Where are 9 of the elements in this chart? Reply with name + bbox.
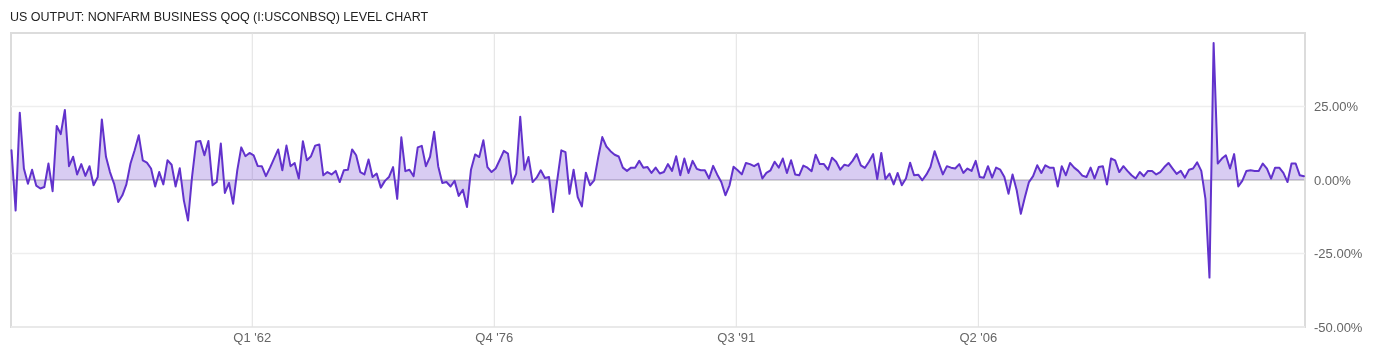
y-tick-label: -25.00% xyxy=(1314,246,1363,262)
y-tick-label: 0.00% xyxy=(1314,172,1352,188)
x-tick-label: Q4 '76 xyxy=(475,330,514,345)
x-tick-label: Q3 '91 xyxy=(717,330,756,345)
y-tick-label: -50.00% xyxy=(1314,319,1363,335)
x-tick-label: Q2 '06 xyxy=(959,330,998,345)
y-tick-label: 25.00% xyxy=(1314,99,1359,115)
chart-title: US OUTPUT: NONFARM BUSINESS QOQ (I:USCONBSQ) LEVEL CHART xyxy=(10,10,429,24)
x-tick-label: Q1 '62 xyxy=(233,330,272,345)
